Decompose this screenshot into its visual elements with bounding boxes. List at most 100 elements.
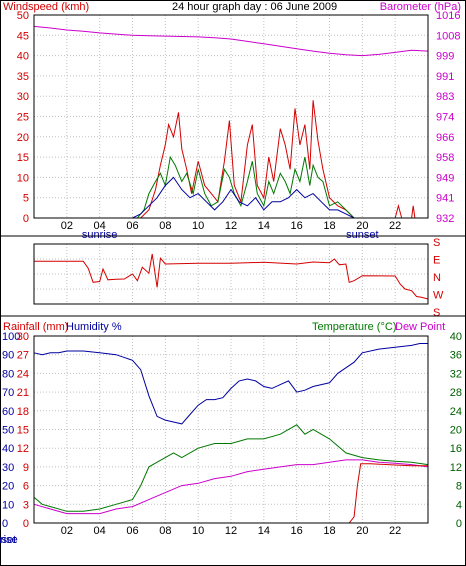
direction-panel-border bbox=[33, 243, 429, 305]
barometer-y-tick: 932 bbox=[436, 213, 454, 225]
wind-y-tick: 15 bbox=[17, 152, 29, 164]
sunset-label: sunset bbox=[0, 534, 16, 546]
series-wind-direction bbox=[34, 253, 429, 300]
temp-y-tick: 4 bbox=[456, 499, 462, 511]
temp-y-tick: 40 bbox=[450, 331, 462, 343]
barometer-y-tick: 941 bbox=[436, 193, 454, 205]
barometer-y-tick: 949 bbox=[436, 172, 454, 184]
barometer-y-tick: 958 bbox=[436, 152, 454, 164]
compass-label: E bbox=[433, 255, 440, 267]
barometer-axis-label: Barometer (hPa) bbox=[380, 1, 461, 13]
wind-y-tick: 35 bbox=[17, 71, 29, 83]
climate-x-tick: 16 bbox=[291, 525, 303, 537]
temp-y-tick: 20 bbox=[450, 425, 462, 437]
wind-x-tick: 12 bbox=[225, 220, 237, 232]
climate-x-tick: 06 bbox=[126, 525, 138, 537]
humidity-axis-label: Humidity % bbox=[66, 321, 122, 333]
wind-y-tick: 45 bbox=[17, 30, 29, 42]
wind-x-tick: 04 bbox=[94, 220, 106, 232]
rain-y-tick: 18 bbox=[17, 406, 29, 418]
rain-y-tick: 6 bbox=[23, 481, 29, 493]
dewpoint-axis-label: Dew Point bbox=[395, 321, 445, 333]
humidity-y-tick: 100 bbox=[2, 331, 20, 343]
chart-title: 24 hour graph day : 06 June 2009 bbox=[172, 1, 337, 13]
climate-x-tick: 14 bbox=[258, 525, 270, 537]
temp-y-tick: 24 bbox=[450, 406, 462, 418]
wind-x-tick: 06 bbox=[126, 220, 138, 232]
temp-y-tick: 12 bbox=[450, 462, 462, 474]
temp-y-tick: 0 bbox=[456, 518, 462, 530]
wind-y-tick: 25 bbox=[17, 112, 29, 124]
temp-y-tick: 32 bbox=[450, 368, 462, 380]
series-barometer bbox=[33, 25, 429, 57]
climate-x-tick: 10 bbox=[192, 525, 204, 537]
climate-x-tick: 04 bbox=[94, 525, 106, 537]
sunrise-label: sunrise bbox=[82, 229, 117, 241]
wind-panel-border bbox=[33, 14, 429, 219]
wind-y-tick: 50 bbox=[17, 10, 29, 22]
climate-x-tick: 22 bbox=[389, 525, 401, 537]
temperature-axis-label: Temperature (°C) bbox=[312, 321, 396, 333]
compass-label: S bbox=[433, 307, 440, 319]
rain-y-tick: 9 bbox=[23, 462, 29, 474]
rain-y-tick: 15 bbox=[17, 425, 29, 437]
barometer-y-tick: 974 bbox=[436, 112, 454, 124]
barometer-y-tick: 1016 bbox=[436, 10, 460, 22]
rain-y-tick: 27 bbox=[17, 350, 29, 362]
rain-y-tick: 0 bbox=[23, 518, 29, 530]
climate-x-tick: 18 bbox=[323, 525, 335, 537]
temp-y-tick: 28 bbox=[450, 387, 462, 399]
wind-y-tick: 10 bbox=[17, 172, 29, 184]
wind-y-tick: 5 bbox=[23, 193, 29, 205]
rain-y-tick: 3 bbox=[23, 499, 29, 511]
windspeed-axis-label: Windspeed (kmh) bbox=[3, 1, 89, 13]
climate-x-tick: 02 bbox=[61, 525, 73, 537]
humidity-y-tick: 10 bbox=[2, 499, 14, 511]
wind-y-tick: 40 bbox=[17, 51, 29, 63]
wind-x-tick: 16 bbox=[291, 220, 303, 232]
compass-label: W bbox=[433, 290, 444, 302]
wind-y-tick: 30 bbox=[17, 91, 29, 103]
humidity-y-tick: 20 bbox=[2, 481, 14, 493]
humidity-y-tick: 50 bbox=[2, 425, 14, 437]
barometer-y-tick: 1008 bbox=[436, 30, 460, 42]
compass-label: N bbox=[433, 272, 441, 284]
wind-x-tick: 22 bbox=[389, 220, 401, 232]
temp-y-tick: 8 bbox=[456, 481, 462, 493]
humidity-y-tick: 70 bbox=[2, 387, 14, 399]
wind-x-tick: 02 bbox=[61, 220, 73, 232]
wind-y-tick: 0 bbox=[23, 213, 29, 225]
climate-panel-border bbox=[33, 335, 429, 524]
temp-y-tick: 16 bbox=[450, 443, 462, 455]
rain-y-tick: 24 bbox=[17, 368, 29, 380]
climate-x-tick: 20 bbox=[356, 525, 368, 537]
humidity-y-tick: 60 bbox=[2, 406, 14, 418]
wind-x-tick: 18 bbox=[323, 220, 335, 232]
temp-y-tick: 36 bbox=[450, 350, 462, 362]
sunset-label: sunset bbox=[346, 229, 378, 241]
series-temperature bbox=[33, 424, 429, 512]
wind-x-tick: 14 bbox=[258, 220, 270, 232]
humidity-y-tick: 40 bbox=[2, 443, 14, 455]
humidity-y-tick: 0 bbox=[2, 518, 8, 530]
rainfall-axis-label: Rainfall (mm) bbox=[3, 321, 68, 333]
rain-y-tick: 30 bbox=[17, 331, 29, 343]
humidity-y-tick: 90 bbox=[2, 350, 14, 362]
barometer-y-tick: 983 bbox=[436, 91, 454, 103]
barometer-y-tick: 991 bbox=[436, 71, 454, 83]
series-humidity bbox=[33, 343, 428, 425]
compass-label: S bbox=[433, 237, 440, 249]
humidity-y-tick: 80 bbox=[2, 368, 14, 380]
series-rainfall bbox=[34, 463, 429, 524]
humidity-y-tick: 30 bbox=[2, 462, 14, 474]
rain-y-tick: 21 bbox=[17, 387, 29, 399]
wind-x-tick: 20 bbox=[356, 220, 368, 232]
wind-y-tick: 20 bbox=[17, 132, 29, 144]
barometer-y-tick: 999 bbox=[436, 51, 454, 63]
climate-x-tick: 12 bbox=[225, 525, 237, 537]
wind-x-tick: 10 bbox=[192, 220, 204, 232]
series-windspeed bbox=[34, 155, 428, 219]
series-average bbox=[34, 176, 428, 219]
